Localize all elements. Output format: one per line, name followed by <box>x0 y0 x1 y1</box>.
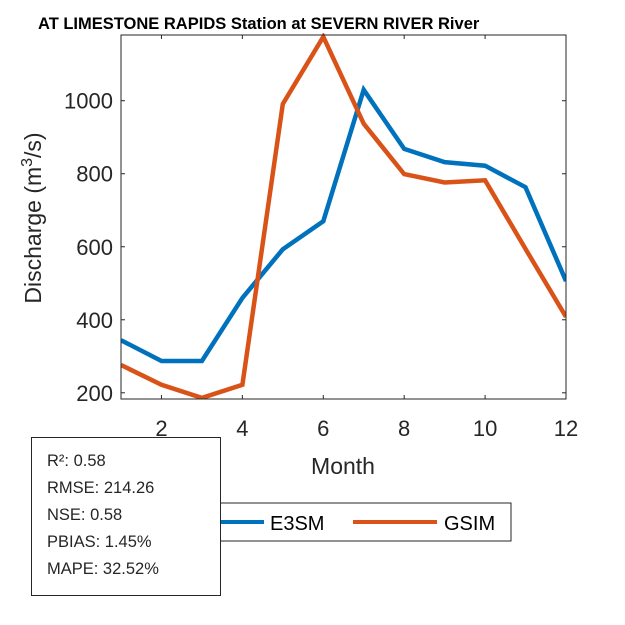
y-axis-label-sup: 3 <box>19 158 36 167</box>
stat-r2: R²: 0.58 <box>47 452 106 470</box>
y-tick-label: 200 <box>76 381 113 406</box>
series-lines <box>121 33 566 399</box>
x-axis: 2 4 6 8 10 12 <box>155 35 578 441</box>
plot-area <box>121 35 566 399</box>
x-tick-label: 2 <box>155 416 167 441</box>
legend: E3SM GSIM <box>189 502 512 542</box>
x-tick-label: 4 <box>236 416 248 441</box>
x-tick-label: 6 <box>317 416 329 441</box>
series-line-gsim <box>121 33 566 399</box>
series-line-e3sm <box>121 84 566 364</box>
x-tick-label: 10 <box>473 416 497 441</box>
y-axis: 200 400 600 800 1000 <box>64 89 566 406</box>
chart-title: AT LIMESTONE RAPIDS Station at SEVERN RI… <box>38 15 480 33</box>
y-axis-label-main: Discharge (m <box>20 167 46 304</box>
x-tick-label: 8 <box>398 416 410 441</box>
y-tick-label: 400 <box>76 308 113 333</box>
y-tick-label: 800 <box>76 162 113 187</box>
plot-frame <box>120 34 567 400</box>
stats-box: R²: 0.58 RMSE: 214.26 NSE: 0.58 PBIAS: 1… <box>31 437 221 596</box>
y-tick-label: 600 <box>76 235 113 260</box>
y-axis-label: Discharge (m3/s) <box>19 132 46 303</box>
legend-label-gsim: GSIM <box>444 513 495 535</box>
plot-background <box>121 35 566 399</box>
legend-label-e3sm: E3SM <box>270 513 324 535</box>
x-tick-label: 12 <box>554 416 578 441</box>
y-axis-label-end: /s) <box>20 132 46 158</box>
stat-rmse: RMSE: 214.26 <box>47 479 155 497</box>
stat-nse: NSE: 0.58 <box>47 506 123 524</box>
x-axis-label: Month <box>311 453 375 479</box>
y-tick-label: 1000 <box>64 89 113 114</box>
stat-pbias: PBIAS: 1.45% <box>47 533 152 551</box>
stat-mape: MAPE: 32.52% <box>47 560 159 578</box>
